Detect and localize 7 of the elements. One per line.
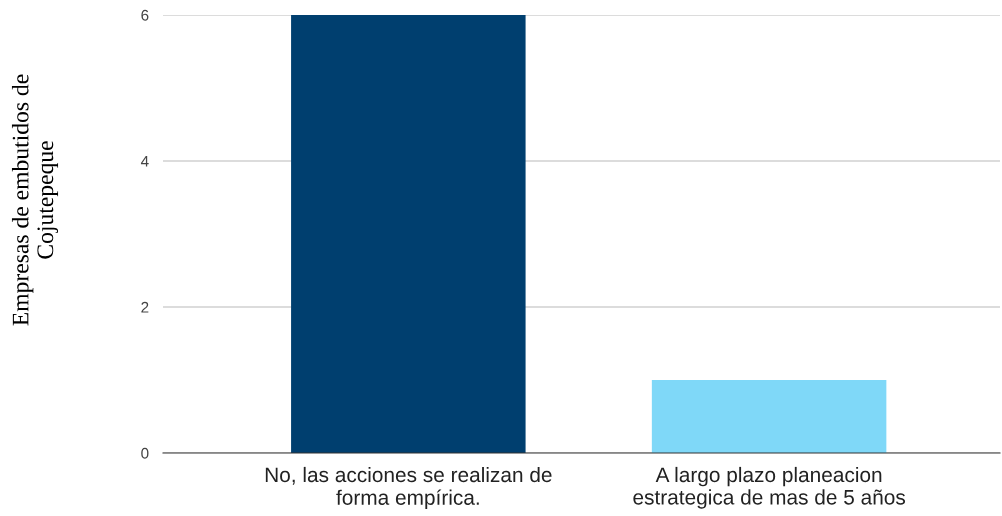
x-tick-label: No, las acciones se realizan de forma empírica. xyxy=(265,466,552,510)
y-axis-title: Empresas de embutidos de Cojutepeque xyxy=(11,74,59,326)
y-tick-label: 2 xyxy=(141,301,149,313)
y-tick-label: 4 xyxy=(140,156,149,167)
y-tick-label: 0 xyxy=(141,447,149,459)
x-tick-label: A largo plazo planeacion estrategica de mas de 5 años xyxy=(633,466,906,509)
y-tick-label: 6 xyxy=(141,9,149,21)
